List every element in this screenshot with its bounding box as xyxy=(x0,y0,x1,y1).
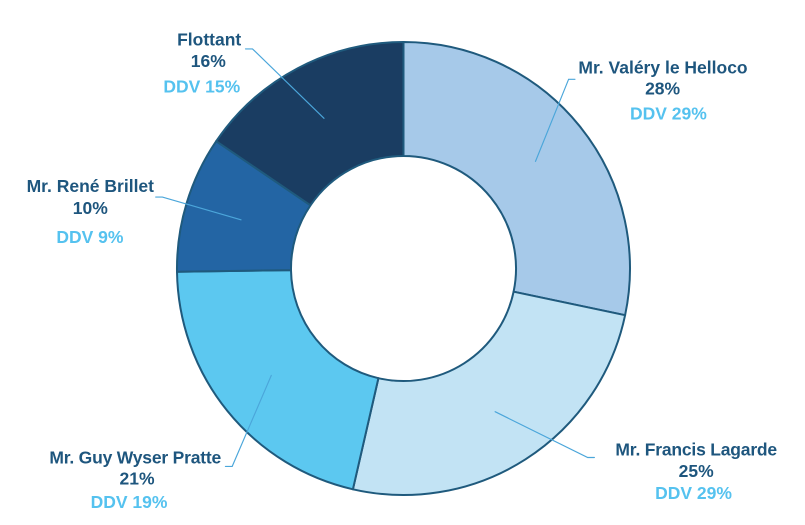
svg-text:16%: 16% xyxy=(191,51,226,71)
svg-text:DDV 29%: DDV 29% xyxy=(655,483,732,503)
svg-text:28%: 28% xyxy=(645,79,680,99)
svg-text:Flottant: Flottant xyxy=(177,30,241,50)
svg-text:25%: 25% xyxy=(679,461,714,481)
svg-text:DDV 15%: DDV 15% xyxy=(163,76,240,96)
svg-text:10%: 10% xyxy=(73,198,108,218)
svg-text:DDV 29%: DDV 29% xyxy=(630,104,707,124)
svg-text:Mr. Valéry le Helloco: Mr. Valéry le Helloco xyxy=(578,58,747,78)
svg-text:Mr. Guy Wyser Pratte: Mr. Guy Wyser Pratte xyxy=(49,448,221,468)
svg-text:DDV 9%: DDV 9% xyxy=(56,227,124,247)
svg-text:DDV 19%: DDV 19% xyxy=(91,492,168,512)
svg-text:21%: 21% xyxy=(119,469,154,489)
svg-text:Mr. Francis Lagarde: Mr. Francis Lagarde xyxy=(615,440,777,460)
svg-text:Mr. René Brillet: Mr. René Brillet xyxy=(27,176,155,196)
